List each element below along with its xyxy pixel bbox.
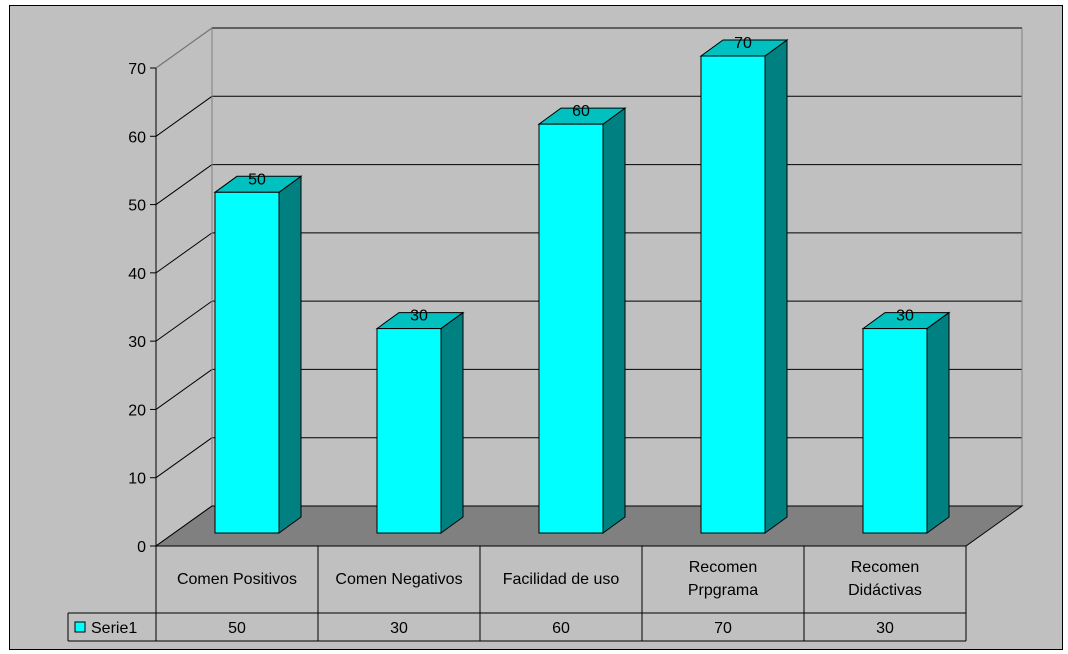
bar-value-label: 60 — [572, 103, 590, 120]
sidewall-top-edge — [155, 27, 213, 69]
y-tick-label: 40 — [128, 266, 146, 283]
y-tick-label: 60 — [128, 129, 146, 146]
bar-side — [278, 175, 302, 534]
bar — [700, 55, 766, 534]
bar — [214, 191, 280, 534]
y-tick-label: 0 — [137, 539, 146, 556]
y-tick-label: 70 — [128, 61, 146, 78]
bar-chart: 0 10 20 30 40 50 60 70 50 30 60 70 30 Comen Positivos… — [67, 27, 1024, 642]
bar — [862, 328, 928, 534]
y-tick-label: 20 — [128, 402, 146, 419]
bar — [538, 123, 604, 534]
gridline-sidewall — [155, 369, 213, 410]
bar-value-label: 30 — [410, 308, 428, 325]
bar-side — [764, 39, 788, 534]
bar-side — [440, 311, 464, 534]
y-tick-label: 30 — [128, 334, 146, 351]
data-table-value: 60 — [552, 620, 570, 637]
gridline-sidewall — [155, 232, 213, 274]
y-tick-label: 10 — [128, 471, 146, 488]
legend-label: Serie1 — [91, 620, 137, 637]
data-table-value: 30 — [876, 620, 894, 637]
category-label: Comen Negativos — [335, 571, 462, 588]
gridline-sidewall — [155, 164, 213, 205]
chart-frame: 0 10 20 30 40 50 60 70 50 30 60 70 30 Comen Positivos… — [9, 5, 1063, 650]
gridline-sidewall — [155, 95, 213, 137]
data-table-value: 30 — [390, 620, 408, 637]
category-label: Facilidad de uso — [503, 571, 620, 588]
category-label: Didáctivas — [848, 582, 922, 599]
category-label: Recomen — [689, 559, 757, 576]
y-tick-label: 50 — [128, 198, 146, 215]
bar-value-label: 70 — [734, 35, 752, 52]
category-label: Recomen — [851, 559, 919, 576]
category-label: Comen Positivos — [177, 571, 297, 588]
bar — [376, 328, 442, 534]
legend-key — [74, 621, 86, 633]
bar-value-label: 30 — [896, 308, 914, 325]
bar-side — [602, 107, 626, 534]
data-table-value: 50 — [228, 620, 246, 637]
gridline-sidewall — [155, 300, 213, 342]
data-table-value: 70 — [714, 620, 732, 637]
bar-value-label: 50 — [248, 171, 266, 188]
category-label: Prpgrama — [688, 582, 758, 599]
gridline-sidewall — [155, 437, 213, 479]
bar-side — [926, 311, 950, 534]
